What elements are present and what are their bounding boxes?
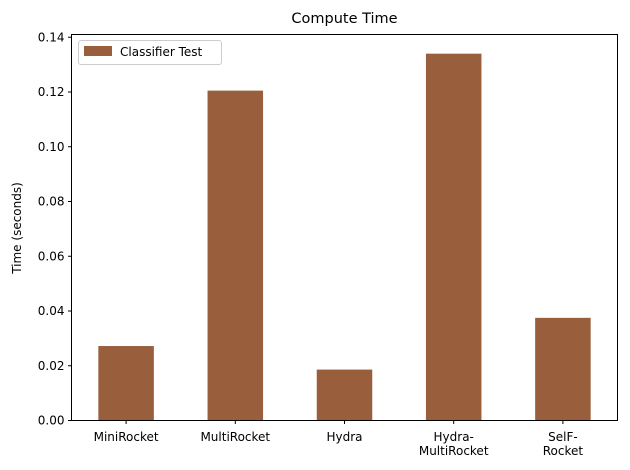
bar-4 — [535, 317, 591, 421]
x-axis-ticks: MiniRocket MultiRocket Hydra Hydra-MultiRoc… — [94, 420, 584, 458]
plot-frame — [71, 34, 618, 421]
x-tick-label: MultiRocket — [200, 430, 270, 444]
bar-0 — [98, 346, 154, 421]
y-tick-label: 0.14 — [38, 30, 65, 44]
bar-3 — [425, 53, 482, 421]
chart-title: Compute Time — [291, 11, 397, 27]
y-tick-label: 0.06 — [38, 249, 65, 263]
legend-swatch — [84, 46, 112, 56]
y-tick-label: 0.00 — [38, 414, 65, 428]
legend-box — [78, 40, 222, 65]
x-tick-label: Hydra — [326, 430, 362, 444]
y-tick-label: 0.02 — [38, 359, 65, 373]
y-tick-label: 0.08 — [38, 195, 65, 209]
legend-label: Classifier Test — [120, 45, 203, 59]
y-tick-label: 0.10 — [38, 140, 65, 154]
y-tick-label: 0.12 — [38, 85, 65, 99]
bars-group — [98, 53, 591, 421]
y-axis-label: Time (seconds) — [10, 182, 24, 275]
bar-1 — [207, 90, 264, 421]
x-tick-label: SelF-Rocket — [543, 430, 584, 458]
y-axis-ticks: 0.00 0.02 0.04 0.06 0.08 0.10 0.12 0.14 — [38, 30, 72, 428]
y-tick-label: 0.04 — [38, 304, 65, 318]
legend: Classifier Test — [78, 40, 222, 65]
x-tick-label: MiniRocket — [94, 430, 159, 444]
x-tick-label: Hydra-MultiRocket — [419, 430, 489, 458]
bar-2 — [316, 369, 373, 421]
